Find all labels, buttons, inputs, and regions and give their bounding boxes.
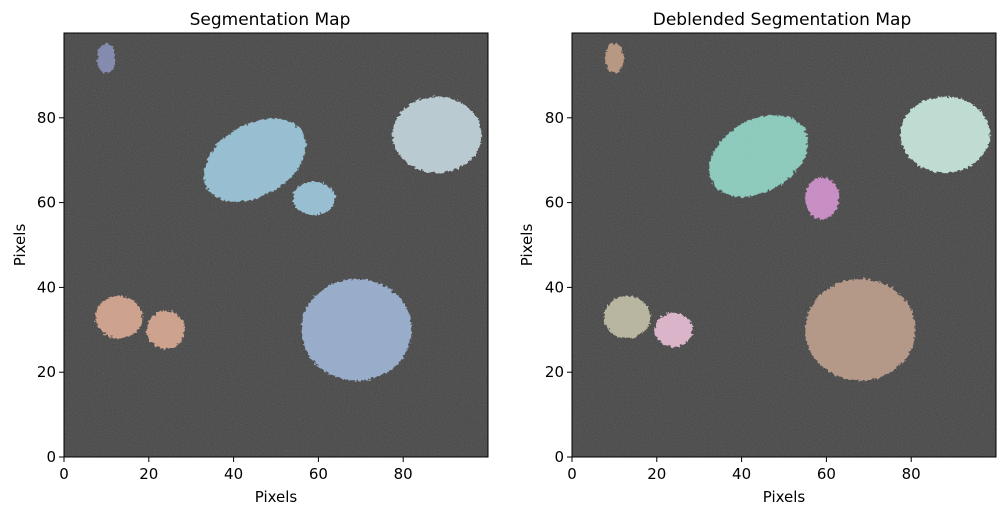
- x-tick-label: 0: [567, 465, 577, 483]
- x-ticks: 0 20 40 60 80: [59, 457, 413, 483]
- y-tick-label: 80: [37, 109, 56, 127]
- x-tick-label: 60: [817, 465, 836, 483]
- y-tick-label: 40: [37, 278, 56, 296]
- x-tick-label: 20: [647, 465, 666, 483]
- segment-2: [292, 181, 336, 216]
- y-tick-label: 80: [545, 109, 564, 127]
- y-tick-label: 20: [545, 363, 564, 381]
- y-tick-label: 60: [37, 194, 56, 212]
- noise-texture: [572, 33, 996, 457]
- x-tick-label: 0: [59, 465, 69, 483]
- segment-1: [709, 115, 808, 197]
- segment-4: [95, 295, 143, 339]
- segmentation-map-panel: Segmentation Map 0 20 40 60 80 0 20 40 60 80 Pix…: [11, 10, 489, 506]
- segment-0: [605, 43, 624, 74]
- segment-3: [900, 96, 990, 173]
- chart-title: Segmentation Map: [190, 10, 351, 30]
- segment-0: [97, 43, 116, 74]
- chart-title: Deblended Segmentation Map: [653, 10, 912, 30]
- segment-6: [301, 278, 412, 381]
- x-axis-label: Pixels: [763, 488, 806, 506]
- y-ticks: 0 20 40 60 80: [545, 109, 572, 466]
- x-tick-label: 80: [394, 465, 413, 483]
- noise-texture: [64, 33, 488, 457]
- segments-group: [95, 43, 482, 381]
- segment-2: [805, 177, 840, 220]
- y-axis-label: Pixels: [11, 224, 29, 267]
- x-ticks: 0 20 40 60 80: [567, 457, 921, 483]
- x-axis-label: Pixels: [255, 488, 298, 506]
- y-tick-label: 0: [554, 448, 564, 466]
- y-tick-label: 20: [37, 363, 56, 381]
- plot-frame: [571, 32, 997, 458]
- segment-5: [146, 310, 185, 349]
- deblended-segmentation-map-panel: Deblended Segmentation Map 0 20 40 60 80 0 20…: [518, 10, 997, 506]
- x-tick-label: 60: [309, 465, 328, 483]
- x-tick-label: 20: [139, 465, 158, 483]
- segment-6: [805, 278, 916, 381]
- y-ticks: 0 20 40 60 80: [37, 109, 64, 466]
- segment-3: [392, 96, 482, 173]
- y-tick-label: 40: [545, 278, 564, 296]
- y-tick-label: 60: [545, 194, 564, 212]
- y-tick-label: 0: [46, 448, 56, 466]
- x-tick-label: 40: [224, 465, 243, 483]
- segment-4: [603, 295, 651, 339]
- plot-frame: [63, 32, 489, 458]
- segment-1: [203, 118, 306, 202]
- segment-5: [654, 312, 693, 347]
- segments-group: [603, 43, 990, 381]
- x-tick-label: 80: [902, 465, 921, 483]
- x-tick-label: 40: [732, 465, 751, 483]
- y-axis-label: Pixels: [518, 224, 536, 267]
